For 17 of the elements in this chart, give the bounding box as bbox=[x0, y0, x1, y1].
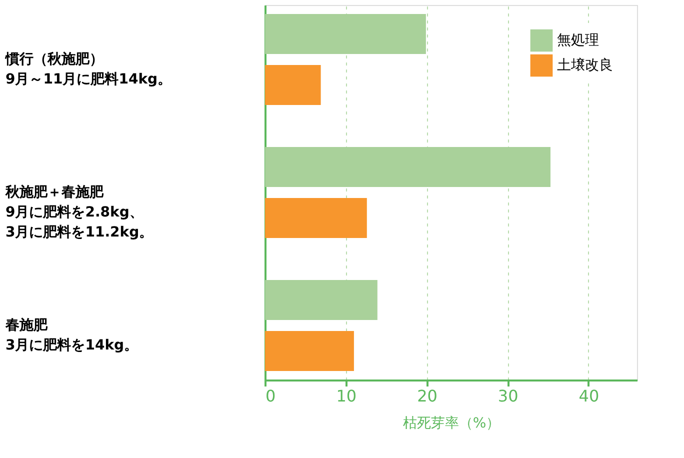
x-tick-label: 10 bbox=[336, 386, 357, 406]
x-tick-label: 40 bbox=[578, 386, 600, 406]
bar bbox=[265, 330, 354, 371]
y-tick-label: 春施肥 3月に肥料を14kg。 bbox=[4, 317, 138, 354]
bar bbox=[265, 198, 367, 238]
x-tick-label: 30 bbox=[498, 386, 518, 406]
x-tick-label: 20 bbox=[417, 386, 438, 406]
legend-label: 無処理 bbox=[557, 32, 599, 48]
y-tick-label: 慣行（秋施肥） 9月～11月に肥料14kg。 bbox=[4, 52, 172, 88]
bar bbox=[265, 14, 426, 54]
bar bbox=[265, 147, 550, 188]
bar bbox=[265, 280, 378, 320]
x-axis-title: 枯死芽率（%） bbox=[402, 416, 500, 432]
legend-label: 土壌改良 bbox=[557, 58, 613, 74]
bar bbox=[265, 64, 321, 105]
y-tick-label: 秋施肥＋春施肥 9月に肥料を2.8kg、 3月に肥料を11.2kg。 bbox=[4, 184, 154, 240]
x-tick-label: 0 bbox=[266, 386, 276, 406]
